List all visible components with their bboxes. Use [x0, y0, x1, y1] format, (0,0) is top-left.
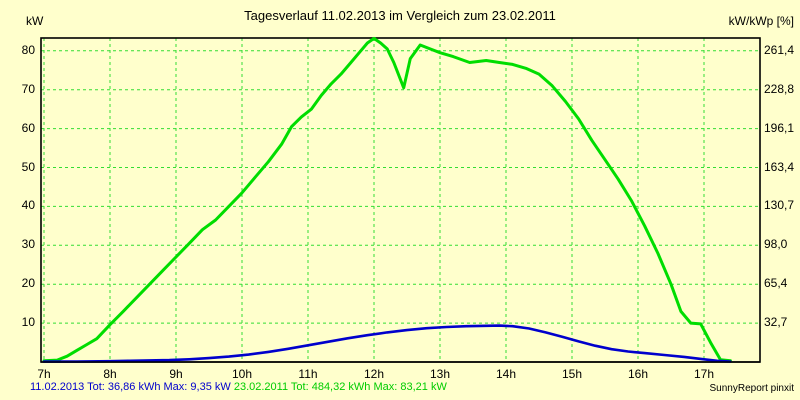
x-axis-tick-label: 13h [429, 367, 451, 381]
y-axis-left-unit-label: kW [26, 14, 44, 28]
chart-legend-footer: 11.02.2013 Tot: 36,86 kWh Max: 9,35 kW 2… [30, 381, 447, 393]
y-axis-right-tick-label: 65,4 [764, 276, 788, 291]
y-axis-right-unit-label: kW/kWp [%] [728, 14, 794, 28]
y-axis-left-tick-label: 30 [21, 237, 35, 252]
x-axis-tick-label: 15h [561, 367, 583, 381]
y-axis-right-tick-label: 228,8 [764, 81, 795, 96]
y-axis-right-tick-label: 196,1 [764, 120, 795, 135]
y-axis-left-tick-label: 40 [21, 198, 35, 213]
x-axis-tick-label: 14h [495, 367, 517, 381]
series-line-a [42, 324, 732, 363]
y-axis-left-tick-label: 60 [21, 120, 35, 135]
legend-series-a: 11.02.2013 Tot: 36,86 kWh Max: 9,35 kW [30, 381, 231, 393]
x-axis-tick-label: 12h [363, 367, 385, 381]
plot-background [41, 38, 760, 362]
legend-series-b: 23.02.2011 Tot: 484,32 kWh Max: 83,21 kW [233, 381, 447, 393]
y-axis-right-tick-label: 130,7 [764, 198, 795, 213]
series-line-b [42, 36, 732, 363]
y-axis-left-tick-label: 20 [21, 276, 35, 291]
x-axis-tick-label: 16h [627, 367, 649, 381]
y-axis-right-tick-label: 98,0 [764, 237, 788, 252]
y-axis-right-tick-label: 163,4 [764, 159, 795, 174]
report-credit: SunnyReport pinxit [709, 383, 795, 394]
y-axis-left-tick-label: 80 [21, 42, 35, 57]
y-axis-right-tick-label: 261,4 [764, 42, 795, 57]
x-axis-tick-label: 11h [298, 367, 318, 381]
chart-title: Tagesverlauf 11.02.2013 im Vergleich zum… [244, 8, 556, 23]
y-axis-left-tick-label: 70 [21, 81, 35, 96]
x-axis-tick-label: 9h [169, 367, 183, 381]
x-axis-tick-label: 17h [693, 367, 715, 381]
y-axis-left-tick-label: 10 [21, 315, 35, 330]
y-axis-left-tick-label: 50 [21, 159, 35, 174]
x-axis-tick-label: 7h [37, 367, 51, 381]
y-axis-right-tick-label: 32,7 [764, 315, 788, 330]
x-axis-tick-label: 8h [103, 367, 117, 381]
x-axis-tick-label: 10h [231, 367, 253, 381]
